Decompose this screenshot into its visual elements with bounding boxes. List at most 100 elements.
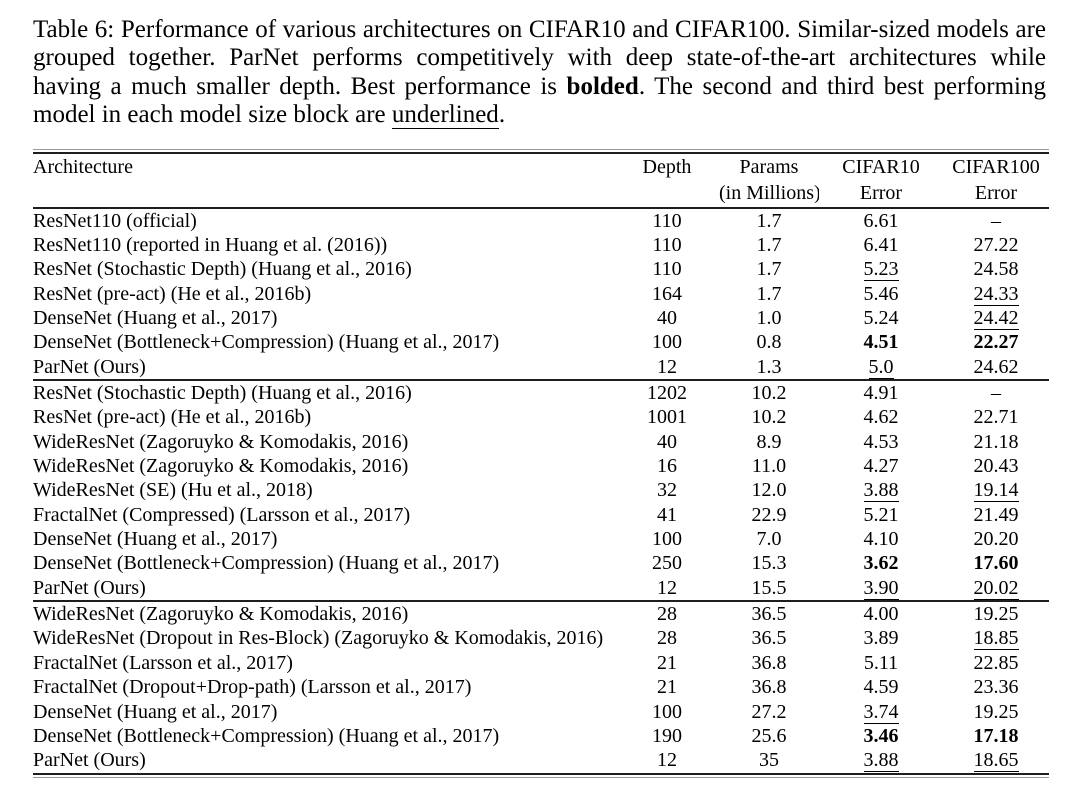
caption-bold-word: bolded	[566, 72, 639, 100]
params-cell: 25.6	[751, 724, 787, 747]
depth-cell: 12	[657, 749, 677, 772]
table-row: ResNet (pre-act) (He et al., 2016b) 164 1.…	[33, 282, 1049, 306]
depth-cell: 28	[657, 627, 677, 650]
params-cell: 15.3	[751, 552, 787, 575]
depth-cell: 164	[652, 282, 682, 305]
cifar100-error-cell: 22.27	[973, 331, 1019, 354]
cifar10-error-cell: 3.90	[863, 576, 899, 600]
caption-text-2: . The second and third best performing m…	[33, 72, 1046, 129]
cifar10-error-cell: 5.11	[863, 651, 899, 674]
architecture-cell: FractalNet (Dropout+Drop-path) (Larsson …	[33, 676, 472, 699]
cifar100-error-cell: 24.58	[973, 258, 1019, 281]
architecture-cell: FractalNet (Larsson et al., 2017)	[33, 651, 293, 674]
col-subheader-cifar100: Error	[974, 182, 1018, 205]
depth-cell: 110	[652, 233, 682, 256]
params-cell: 1.7	[756, 209, 782, 232]
params-cell: 1.7	[756, 258, 782, 281]
col-subheader-cifar10: Error	[859, 182, 903, 205]
cifar10-error-cell: 4.51	[863, 331, 899, 354]
architecture-cell: WideResNet (Dropout in Res-Block) (Zagor…	[33, 627, 604, 650]
cifar100-error-cell: 23.36	[973, 676, 1019, 699]
col-subheader-depth	[615, 180, 719, 208]
table-row: WideResNet (Zagoruyko & Komodakis, 2016)…	[33, 430, 1049, 454]
architecture-cell: DenseNet (Bottleneck+Compression) (Huang…	[33, 552, 500, 575]
caption-text-3: .	[498, 101, 506, 129]
cifar100-error-cell: 20.20	[973, 528, 1019, 551]
table-row: ResNet (Stochastic Depth) (Huang et al.,…	[33, 380, 1049, 405]
architecture-cell: ParNet (Ours)	[33, 749, 146, 772]
model-size-block-3: WideResNet (Zagoruyko & Komodakis, 2016)…	[33, 601, 1049, 773]
params-cell: 10.2	[751, 406, 787, 429]
depth-cell: 41	[657, 503, 677, 526]
params-cell: 1.7	[756, 233, 782, 256]
cifar100-error-cell: 20.02	[973, 576, 1019, 600]
table-row: FractalNet (Larsson et al., 2017) 21 36.8 5…	[33, 651, 1049, 675]
table-row: FractalNet (Dropout+Drop-path) (Larsson …	[33, 675, 1049, 699]
depth-cell: 100	[652, 331, 682, 354]
depth-cell: 16	[657, 455, 677, 478]
params-cell: 1.0	[756, 307, 782, 329]
depth-cell: 40	[657, 430, 677, 453]
table-row: DenseNet (Bottleneck+Compression) (Huang…	[33, 330, 1049, 354]
params-cell: 36.5	[751, 627, 787, 650]
params-cell: 36.5	[751, 603, 787, 626]
depth-cell: 21	[657, 651, 677, 674]
cifar10-error-cell: 4.27	[863, 455, 899, 478]
architecture-cell: ResNet (Stochastic Depth) (Huang et al.,…	[33, 258, 412, 281]
architecture-cell: DenseNet (Bottleneck+Compression) (Huang…	[33, 331, 500, 354]
table-row: ResNet (pre-act) (He et al., 2016b) 1001 1…	[33, 405, 1049, 429]
architecture-cell: WideResNet (Zagoruyko & Komodakis, 2016)	[33, 603, 409, 626]
table-row: ResNet110 (reported in Huang et al. (201…	[33, 233, 1049, 257]
depth-cell: 12	[657, 576, 677, 599]
cifar100-error-cell: 27.22	[973, 233, 1019, 256]
cifar100-error-cell: 24.42	[973, 307, 1019, 330]
col-subheader-architecture	[33, 180, 615, 208]
cifar100-error-cell: 24.62	[973, 355, 1019, 378]
params-cell: 22.9	[751, 503, 787, 526]
table-row: ResNet110 (official) 110 1.7 6.61 –	[33, 208, 1049, 233]
header-row-1: Architecture Depth Params CIFAR10 CIFAR1…	[33, 153, 1049, 181]
architecture-cell: ResNet (pre-act) (He et al., 2016b)	[33, 282, 312, 305]
table-header: Architecture Depth Params CIFAR10 CIFAR1…	[33, 153, 1049, 208]
cifar10-error-cell: 5.46	[863, 282, 899, 305]
architecture-cell: ResNet (pre-act) (He et al., 2016b)	[33, 406, 312, 429]
cifar10-error-cell: 4.59	[863, 676, 899, 699]
cifar10-error-cell: 5.23	[863, 258, 899, 282]
depth-cell: 21	[657, 676, 677, 699]
depth-cell: 1001	[647, 406, 687, 429]
cifar100-error-cell: 17.18	[973, 724, 1019, 747]
table-caption: Table 6: Performance of various architec…	[33, 16, 1046, 130]
cifar100-error-cell: 20.43	[973, 455, 1019, 478]
params-cell: 15.5	[751, 576, 787, 599]
col-header-params: Params	[739, 155, 799, 178]
params-cell: 36.8	[751, 676, 787, 699]
model-size-block-1: ResNet110 (official) 110 1.7 6.61– ResNet110…	[33, 207, 1049, 380]
table-row: ParNet (Ours) 12 35 3.88 18.65	[33, 748, 1049, 773]
col-header-cifar100: CIFAR100	[952, 155, 1040, 178]
cifar10-error-cell: 6.41	[863, 233, 899, 256]
cifar10-error-cell: 4.62	[863, 406, 899, 429]
cifar10-error-cell: 5.21	[863, 503, 899, 526]
cifar10-error-cell: 5.24	[863, 307, 899, 329]
architecture-cell: FractalNet (Compressed) (Larsson et al.,…	[33, 503, 411, 526]
table-row: DenseNet (Bottleneck+Compression) (Huang…	[33, 724, 1049, 748]
architecture-cell: ParNet (Ours)	[33, 355, 146, 378]
params-cell: 10.2	[751, 382, 787, 405]
caption-underlined-word: underlined	[391, 101, 499, 130]
depth-cell: 100	[652, 528, 682, 551]
table-row: ResNet (Stochastic Depth) (Huang et al.,…	[33, 257, 1049, 282]
cifar100-error-cell: 22.71	[973, 406, 1019, 429]
cifar100-error-cell: –	[991, 382, 1001, 405]
cifar100-error-cell: 18.65	[973, 749, 1019, 773]
cifar100-error-cell: 21.49	[973, 503, 1019, 526]
table-row: DenseNet (Huang et al., 2017) 100 27.2 3.74…	[33, 700, 1049, 724]
table-row: ParNet (Ours) 12 15.5 3.90 20.02	[33, 576, 1049, 601]
cifar100-error-cell: 19.25	[973, 700, 1019, 723]
cifar100-error-cell: 21.18	[973, 430, 1019, 453]
table-row: DenseNet (Huang et al., 2017) 100 7.0 4.10 2…	[33, 527, 1049, 551]
cifar100-error-cell: 22.85	[973, 651, 1019, 674]
architecture-cell: WideResNet (SE) (Hu et al., 2018)	[33, 479, 313, 502]
depth-cell: 190	[652, 724, 682, 747]
cifar10-error-cell: 5.0	[868, 355, 894, 379]
